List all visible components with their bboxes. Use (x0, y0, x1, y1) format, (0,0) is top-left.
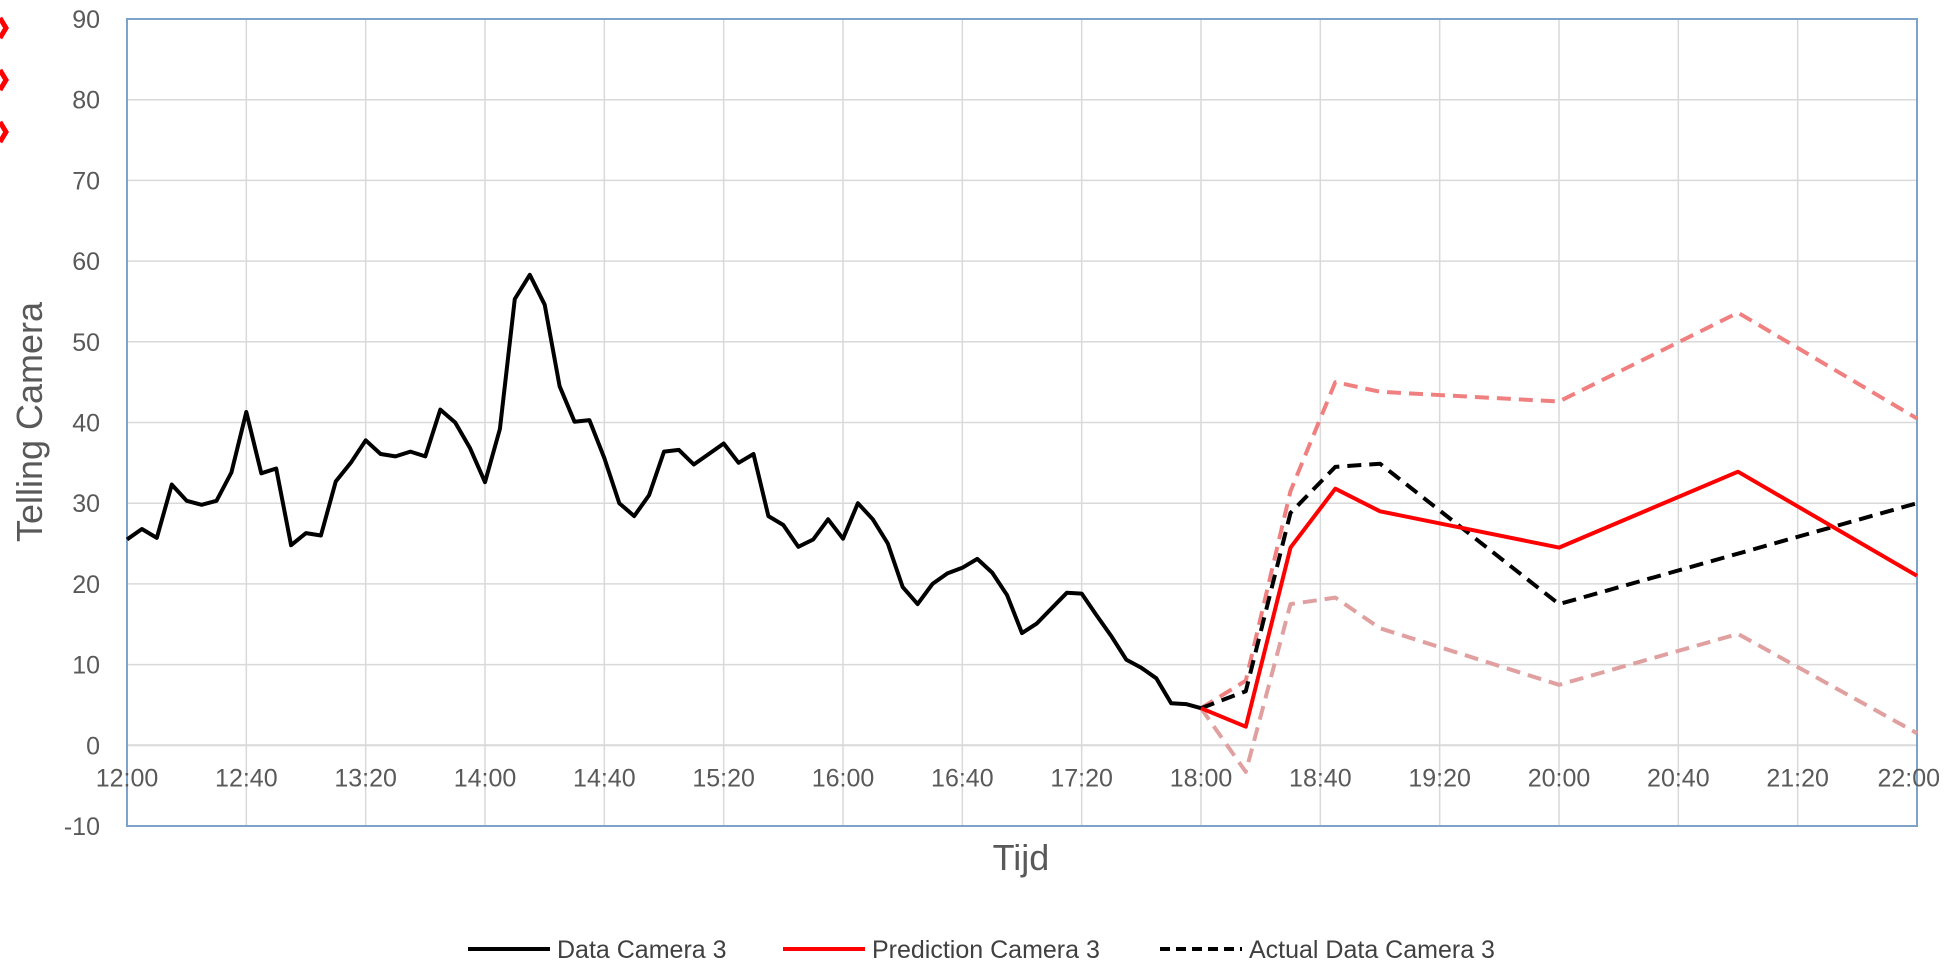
x-tick-label: 17:20 (1050, 764, 1113, 792)
x-tick-label: 12:40 (215, 764, 278, 792)
x-axis-title: Tijd (993, 837, 1050, 878)
x-tick-label: 13:20 (334, 764, 397, 792)
legend-label: Prediction Camera 3 (872, 936, 1100, 961)
x-tick-label: 22:00 (1877, 764, 1940, 792)
x-tick-label: 16:40 (931, 764, 994, 792)
series-line-0 (125, 272, 1202, 711)
y-tick-label: 40 (72, 410, 100, 438)
y-tick-label: 10 (72, 652, 100, 680)
left-edge-marker-icon (0, 16, 9, 40)
y-tick-label: 0 (86, 732, 100, 760)
left-edge-marker-icon (0, 68, 9, 92)
legend-item: Data Camera 3 (468, 936, 727, 961)
series-line-3 (1199, 310, 1919, 710)
x-tick-label: 20:40 (1647, 764, 1710, 792)
x-tick-label: 14:00 (454, 764, 517, 792)
x-axis: 12:00 12:40 13:20 14:00 14:40 15:20 16:00 16:40… (96, 764, 1940, 792)
y-tick-label: 60 (72, 248, 100, 276)
x-tick-label: 21:20 (1766, 764, 1829, 792)
legend-label: Actual Data Camera 3 (1249, 936, 1495, 961)
y-tick-label: 90 (72, 6, 100, 34)
left-edge-marker-icon (0, 120, 9, 144)
series-line-1 (1200, 469, 1919, 729)
plot-area (126, 18, 1918, 827)
legend-item: Prediction Camera 3 (783, 936, 1100, 961)
y-tick-label: -10 (64, 813, 100, 841)
x-tick-label: 12:00 (96, 764, 159, 792)
x-tick-label: 15:20 (692, 764, 755, 792)
x-tick-label: 16:00 (812, 764, 875, 792)
y-axis-title: Telling Camera (9, 301, 50, 542)
y-tick-label: 70 (72, 167, 100, 195)
y-tick-label: 20 (72, 571, 100, 599)
series-layer (125, 272, 1919, 774)
series-line-2 (1200, 461, 1918, 711)
x-tick-label: 20:00 (1528, 764, 1591, 792)
legend: Data Camera 3 Prediction Camera 3 Actual D… (468, 936, 1495, 961)
series-line-4 (1199, 595, 1918, 774)
legend-label: Data Camera 3 (557, 936, 727, 961)
y-tick-label: 80 (72, 87, 100, 115)
y-tick-label: 30 (72, 490, 100, 518)
x-tick-label: 14:40 (573, 764, 636, 792)
left-edge-markers (0, 16, 9, 144)
y-tick-label: 50 (72, 329, 100, 357)
y-axis: -10 0 10 20 30 40 50 60 70 80 90 (64, 6, 100, 841)
grid (126, 18, 1918, 827)
x-tick-label: 18:40 (1289, 764, 1352, 792)
legend-item: Actual Data Camera 3 (1160, 936, 1495, 961)
x-tick-label: 19:20 (1408, 764, 1471, 792)
x-tick-label: 18:00 (1170, 764, 1233, 792)
